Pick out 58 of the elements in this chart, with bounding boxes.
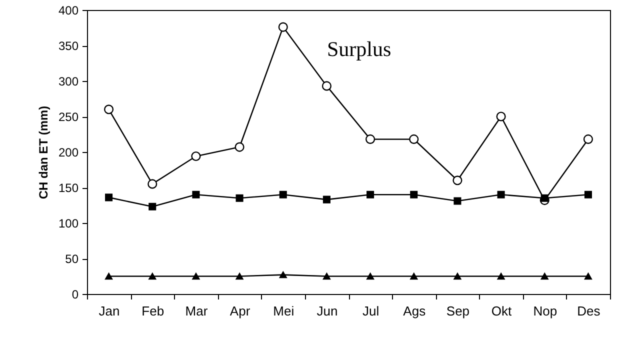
x-tick-label: Mar [185, 304, 208, 318]
point [540, 272, 548, 280]
annotation: Surplus [327, 37, 392, 61]
point [236, 272, 244, 280]
y-tick-label: 0 [72, 288, 79, 302]
point [105, 194, 113, 202]
point [279, 271, 287, 278]
y-tick-label: 250 [58, 110, 79, 124]
point [148, 179, 158, 189]
point [409, 134, 419, 144]
x-tick-label: Jun [316, 304, 338, 318]
point [192, 190, 200, 198]
point [366, 190, 374, 198]
x-tick-label: Apr [230, 304, 251, 318]
x-tick-label: Des [577, 304, 601, 318]
y-tick-label: 350 [58, 39, 79, 53]
point [452, 176, 462, 186]
x-tick-label: Jul [362, 304, 380, 318]
point [148, 272, 156, 280]
point [366, 272, 374, 280]
point [279, 190, 287, 198]
y-tick-label: 400 [58, 4, 79, 18]
x-tick-label: Ags [403, 304, 426, 318]
point [584, 272, 592, 280]
point [496, 112, 506, 122]
x-tick-label: Mei [273, 304, 294, 318]
point [410, 272, 418, 280]
x-tick-label: Okt [491, 304, 512, 318]
y-tick-label: 50 [65, 252, 79, 266]
point [278, 22, 288, 32]
point [234, 142, 244, 152]
y-axis-title: CH dan ET (mm) [36, 106, 50, 200]
y-tick-label: 300 [58, 74, 79, 88]
point [410, 190, 418, 198]
point [322, 272, 330, 280]
point [191, 151, 201, 162]
point [584, 190, 592, 198]
y-tick-label: 100 [58, 216, 79, 230]
point [540, 194, 548, 202]
x-tick-label: Sep [446, 304, 470, 318]
point [497, 190, 505, 198]
point [236, 194, 244, 202]
point [105, 272, 113, 280]
point [454, 272, 462, 280]
x-tick-label: Nop [533, 304, 558, 318]
point [583, 134, 593, 144]
point [454, 197, 462, 205]
point [497, 272, 505, 280]
point [104, 104, 114, 114]
point [192, 272, 200, 280]
point [322, 196, 330, 204]
point [148, 202, 156, 210]
point [322, 81, 332, 91]
x-tick-label: Feb [142, 304, 164, 318]
y-tick-label: 150 [58, 181, 79, 195]
point [366, 134, 376, 144]
x-tick-label: Jan [98, 304, 120, 318]
y-tick-label: 200 [58, 146, 79, 160]
